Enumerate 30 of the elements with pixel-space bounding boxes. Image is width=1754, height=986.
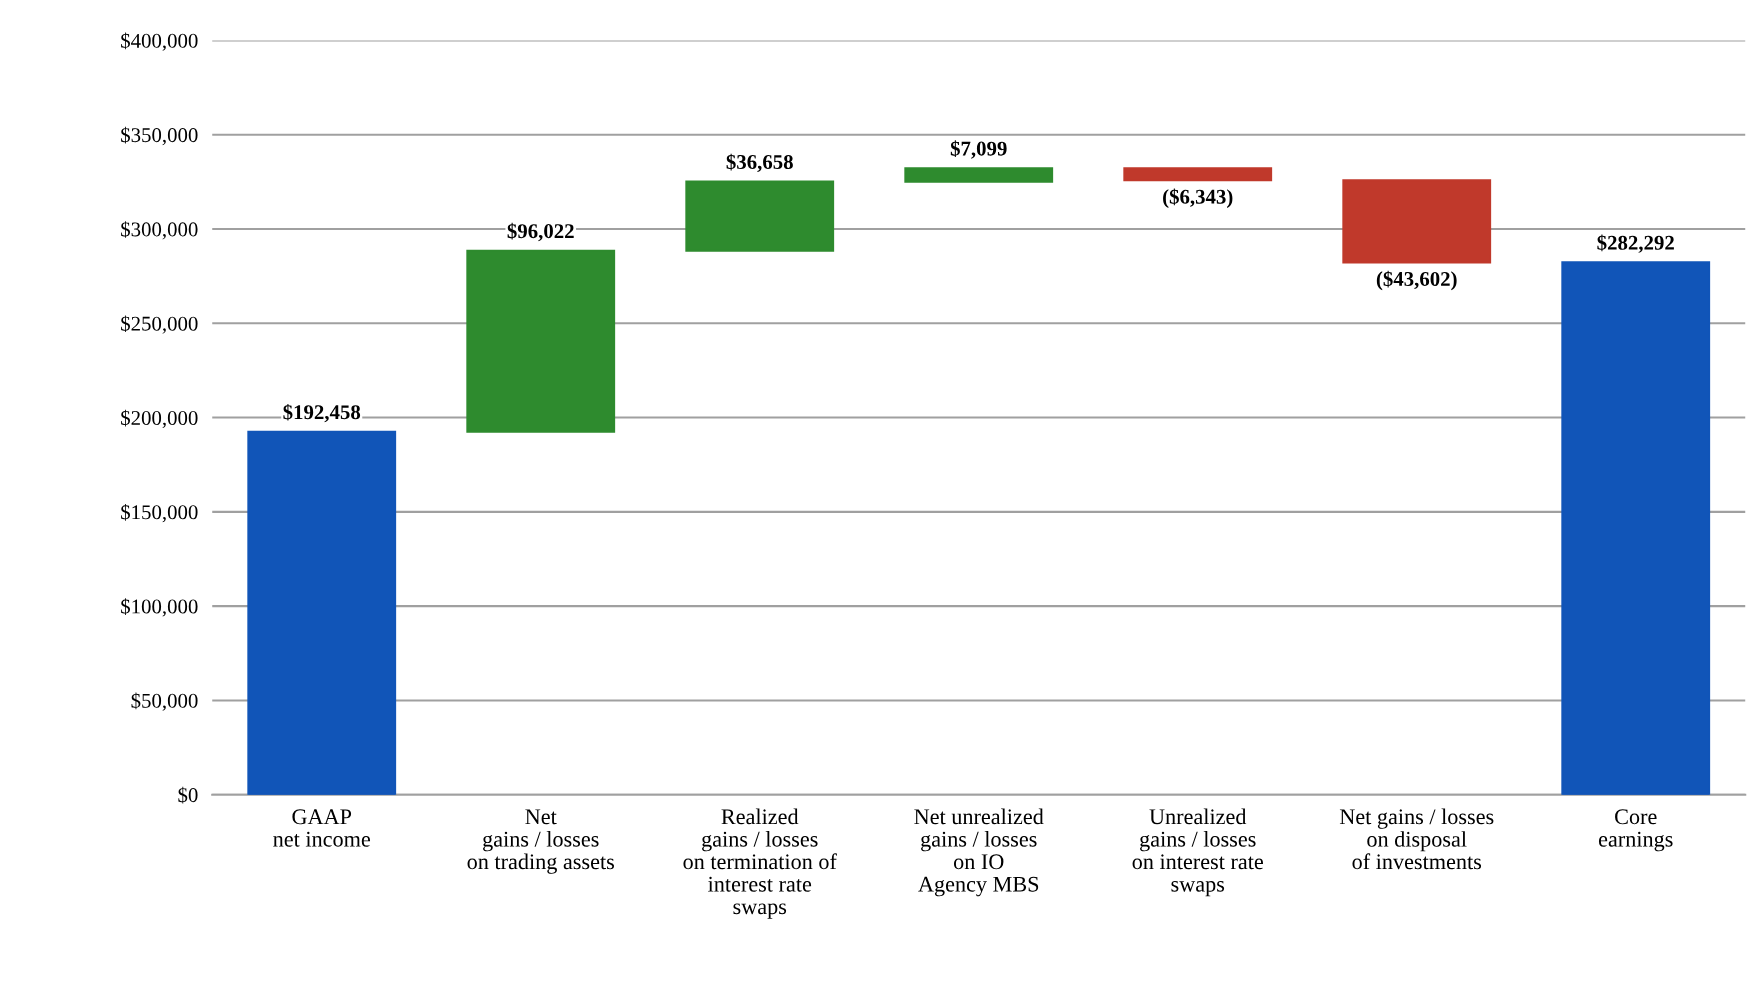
y-tick-label: $200,000 xyxy=(121,409,198,428)
data-label: $7,099 xyxy=(950,140,1007,159)
x-tick-label: Core earnings xyxy=(1598,809,1673,852)
bar xyxy=(1123,167,1273,182)
bar xyxy=(904,167,1054,183)
y-tick-label: $300,000 xyxy=(121,221,198,240)
y-tick-label: $150,000 xyxy=(121,504,198,523)
y-tick-label: $0 xyxy=(178,786,198,804)
bar xyxy=(1342,179,1492,264)
x-tick-label: Net unrealized gains / losses on IO Agency MBS xyxy=(914,808,1044,897)
x-tick-label: GAAP net income xyxy=(273,809,371,847)
x-tick-label: Net gains / losses on disposal of investments xyxy=(1339,808,1494,870)
y-tick-label: $100,000 xyxy=(121,598,198,617)
y-tick-label: $350,000 xyxy=(121,126,198,146)
data-label: ($43,602) xyxy=(1376,270,1457,291)
data-label: ($6,343) xyxy=(1163,188,1233,209)
x-tick-label: Realized gains / losses on termination of interest rate swaps xyxy=(683,808,837,919)
data-label: $192,458 xyxy=(283,403,361,423)
bar xyxy=(247,430,397,795)
x-tick-label: Unrealized gains / losses on interest rate swaps xyxy=(1132,808,1263,897)
data-label: $282,292 xyxy=(1597,234,1674,253)
bar xyxy=(466,249,616,433)
x-tick-label: Net gains / losses on trading assets xyxy=(467,809,614,874)
y-tick-label: $250,000 xyxy=(121,315,198,334)
bar xyxy=(1561,261,1711,795)
data-label: $36,658 xyxy=(726,153,793,173)
data-label: $96,022 xyxy=(507,222,574,242)
y-tick-label: $50,000 xyxy=(131,692,198,711)
y-tick-label: $400,000 xyxy=(121,32,198,51)
bar xyxy=(685,180,835,252)
